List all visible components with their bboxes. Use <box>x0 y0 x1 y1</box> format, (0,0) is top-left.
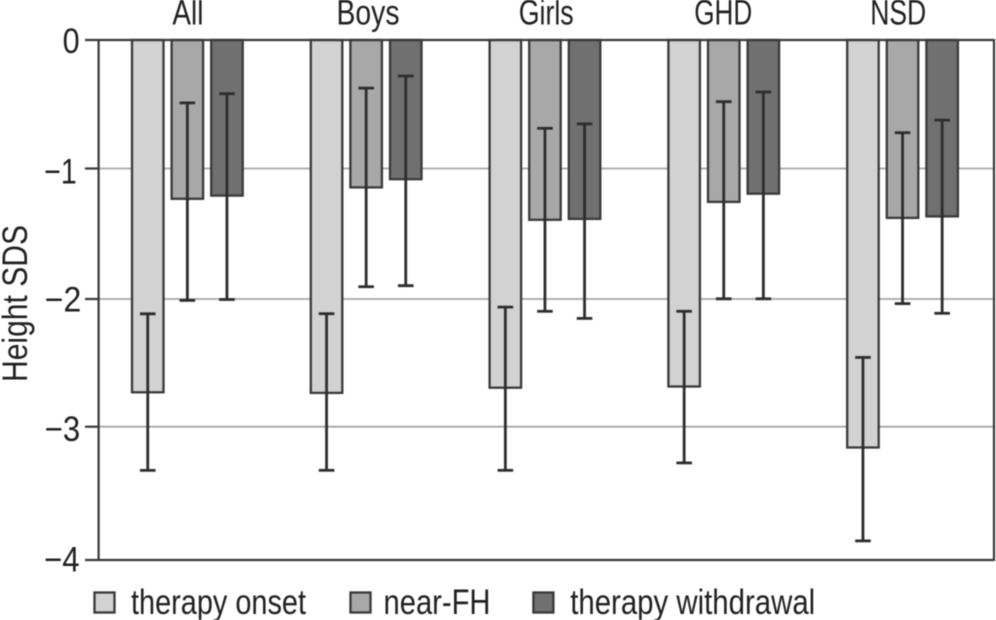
svg-text:All: All <box>172 0 203 33</box>
svg-text:−2: −2 <box>45 281 82 320</box>
svg-text:GHD: GHD <box>694 0 752 33</box>
svg-text:Girls: Girls <box>519 0 574 33</box>
svg-text:near-FH: near-FH <box>384 583 491 620</box>
svg-text:Height SDS: Height SDS <box>0 225 35 382</box>
svg-text:0: 0 <box>63 22 80 61</box>
svg-text:−3: −3 <box>45 410 81 449</box>
svg-text:Boys: Boys <box>337 0 400 33</box>
svg-text:NSD: NSD <box>870 0 926 33</box>
svg-text:−1: −1 <box>44 152 77 191</box>
svg-text:−4: −4 <box>44 541 80 580</box>
svg-text:therapy onset: therapy onset <box>131 583 306 620</box>
svg-text:therapy withdrawal: therapy withdrawal <box>570 583 815 620</box>
